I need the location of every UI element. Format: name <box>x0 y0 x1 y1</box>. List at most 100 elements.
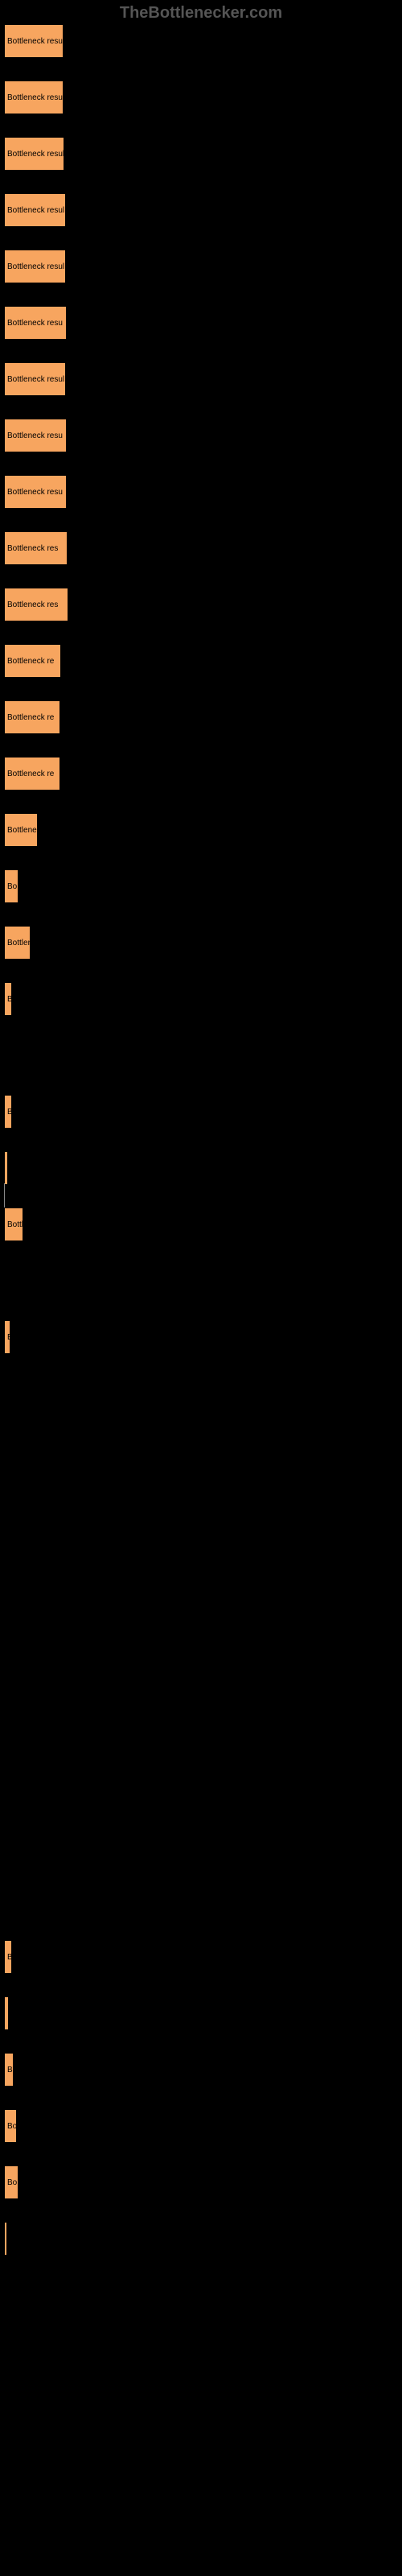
bar-label: Bottleneck re <box>5 770 54 778</box>
bar-row: Bottlen <box>4 926 402 960</box>
bar-label: Bo <box>5 2178 17 2187</box>
chart-bar: B <box>4 1940 12 1974</box>
bar-row: Bottleneck re <box>4 700 402 734</box>
chart-bar: Bottleneck res <box>4 531 68 565</box>
chart-bar <box>4 1771 6 1805</box>
chart-bar: Bottleneck result <box>4 24 64 58</box>
bar-label: Bo <box>5 2066 13 2074</box>
bar-row <box>4 1658 402 1692</box>
bar-row: Bottl <box>4 1208 402 1241</box>
chart-bar <box>4 1489 6 1523</box>
chart-bar <box>4 1546 6 1579</box>
bar-row <box>4 1264 402 1298</box>
chart-bar: Bottleneck resu <box>4 306 67 340</box>
bar-row <box>4 1715 402 1748</box>
chart-bar: Bottl <box>4 1208 23 1241</box>
chart-bar: B <box>4 982 12 1016</box>
bar-row <box>4 1151 402 1185</box>
bar-label: Bottleneck resul <box>5 150 64 159</box>
chart-bar: B <box>4 1095 12 1129</box>
bar-row <box>4 1827 402 1861</box>
bar-label: Bottleneck resu <box>5 431 63 440</box>
bar-label: Bottleneck res <box>5 544 58 553</box>
chart-container: Bottleneck result Bottleneck result Bottle… <box>0 0 402 2256</box>
bar-row <box>4 1038 402 1072</box>
bar-row: Bo <box>4 2165 402 2199</box>
bar-label: B <box>5 1108 11 1117</box>
bar-label: Bottleneck resu <box>5 488 63 497</box>
bar-row <box>4 1602 402 1636</box>
bar-row: Bottleneck resu <box>4 419 402 452</box>
bar-row: Bottleneck result <box>4 80 402 114</box>
bar-label: Bo <box>5 2122 16 2131</box>
chart-bar <box>4 2222 7 2256</box>
bar-row: Bottleneck resu <box>4 306 402 340</box>
bar-row: Bo <box>4 2109 402 2143</box>
chart-bar: Bottleneck re <box>4 757 60 791</box>
bar-row: Bottleneck res <box>4 531 402 565</box>
bar-row <box>4 1377 402 1410</box>
bar-row: Bottleneck resul <box>4 137 402 171</box>
bar-label: Bottleneck res <box>5 601 58 609</box>
bar-label: Bottleneck result <box>5 93 63 102</box>
bar-label: Bottlen <box>5 939 30 947</box>
bar-row: Bo <box>4 2053 402 2087</box>
chart-bar: Bo <box>4 2053 14 2087</box>
watermark-text: TheBottlenecker.com <box>120 4 282 23</box>
chart-bar: Bottleneck resul <box>4 250 66 283</box>
bar-row: Bottleneck res <box>4 588 402 621</box>
bar-label: B <box>5 1333 10 1342</box>
chart-bar: Bottlene <box>4 813 38 847</box>
bar-row <box>4 1433 402 1467</box>
bar-label: Bottleneck resu <box>5 319 63 328</box>
axis-line <box>4 1183 5 1208</box>
bar-row: B <box>4 1095 402 1129</box>
chart-bar: B <box>4 1320 10 1354</box>
bar-label: Bottl <box>5 1220 23 1229</box>
bar-label: B <box>5 1953 11 1962</box>
bar-row: Bottlene <box>4 813 402 847</box>
chart-bar <box>4 1884 6 1918</box>
chart-bar: Bottleneck re <box>4 644 61 678</box>
chart-bar: Bottleneck resu <box>4 475 67 509</box>
bar-row <box>4 1884 402 1918</box>
chart-bar: Bo <box>4 2109 17 2143</box>
bar-row: B <box>4 982 402 1016</box>
chart-bar: Bottleneck res <box>4 588 68 621</box>
bar-label: Bottleneck resul <box>5 375 64 384</box>
bar-row: Bottleneck re <box>4 644 402 678</box>
bar-row <box>4 2222 402 2256</box>
chart-bar: Bottleneck resu <box>4 419 67 452</box>
bar-row <box>4 1546 402 1579</box>
chart-bar <box>4 1827 6 1861</box>
bar-row: Bottleneck re <box>4 757 402 791</box>
bar-label: Bottleneck result <box>5 37 63 46</box>
bar-row <box>4 1771 402 1805</box>
chart-bar: Bottleneck resul <box>4 193 66 227</box>
chart-bar: Bottleneck resul <box>4 137 64 171</box>
chart-bar <box>4 1602 6 1636</box>
bar-label: Bottleneck re <box>5 657 54 666</box>
bar-row: Bottleneck resul <box>4 193 402 227</box>
chart-bar: Bottleneck result <box>4 80 64 114</box>
bar-row <box>4 1489 402 1523</box>
chart-bar <box>4 1658 6 1692</box>
chart-bar: Bottlen <box>4 926 31 960</box>
bar-row: Bottleneck resul <box>4 250 402 283</box>
bar-label: Bottlene <box>5 826 37 835</box>
chart-bar: Bottleneck re <box>4 700 60 734</box>
chart-bar <box>4 1433 6 1467</box>
chart-bar <box>4 1377 6 1410</box>
chart-bar <box>4 1038 6 1072</box>
bar-row <box>4 1996 402 2030</box>
bar-label: Bottleneck resul <box>5 206 64 215</box>
bar-row: Bottleneck resul <box>4 362 402 396</box>
chart-bar: Bo <box>4 2165 18 2199</box>
bar-row: Bo <box>4 869 402 903</box>
bar-row: B <box>4 1320 402 1354</box>
bar-label: Bottleneck re <box>5 713 54 722</box>
bar-row: Bottleneck resu <box>4 475 402 509</box>
chart-bar <box>4 1715 6 1748</box>
chart-bar <box>4 1264 6 1298</box>
bar-row: Bottleneck result <box>4 24 402 58</box>
